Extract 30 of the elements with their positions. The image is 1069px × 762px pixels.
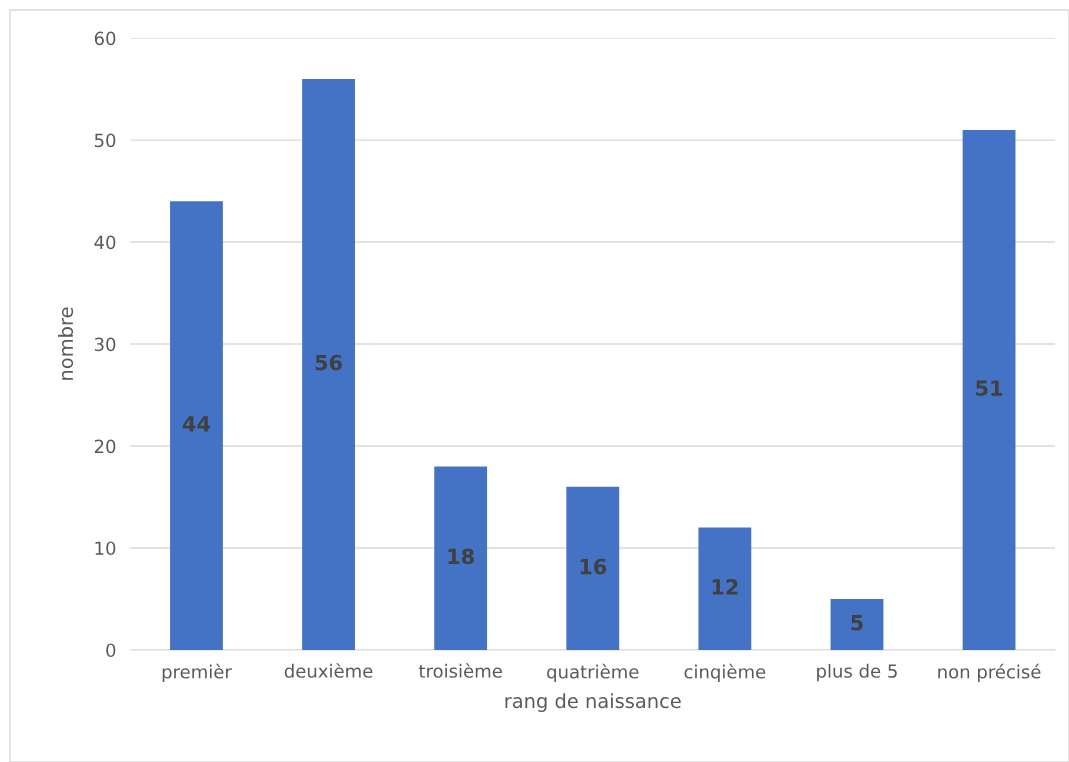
x-axis-title: rang de naissance xyxy=(505,693,681,712)
data-label: 44 xyxy=(182,416,211,432)
x-tick-label: deuxième xyxy=(284,663,373,678)
y-tick-label: 60 xyxy=(94,31,116,46)
y-tick-label: 0 xyxy=(106,643,116,658)
bar xyxy=(962,129,1016,650)
x-tick-label: non précisé xyxy=(938,663,1041,683)
bar xyxy=(698,527,752,650)
bar xyxy=(170,201,223,650)
y-tick-label: 50 xyxy=(94,133,116,148)
data-label: 56 xyxy=(315,354,342,371)
bar xyxy=(566,486,620,650)
y-axis-title: nombre xyxy=(58,307,74,380)
data-label: 18 xyxy=(448,548,474,565)
x-tick-label: quatrième xyxy=(547,663,639,683)
data-label: 51 xyxy=(976,380,1003,396)
x-tick-label: troisième xyxy=(418,663,502,678)
data-label: 5 xyxy=(851,615,863,631)
x-tick-label: plus de 5 xyxy=(817,663,897,682)
x-tick-label: cinqième xyxy=(684,663,766,683)
data-label: 12 xyxy=(712,579,738,595)
bar xyxy=(302,78,355,650)
bar xyxy=(434,466,488,650)
y-tick-label: 10 xyxy=(95,541,116,556)
bar xyxy=(830,599,884,650)
data-label: 16 xyxy=(580,558,607,575)
y-tick-label: 40 xyxy=(94,235,116,250)
y-tick-label: 30 xyxy=(94,337,116,352)
x-tick-label: premièr xyxy=(162,663,232,683)
y-tick-label: 20 xyxy=(94,439,116,454)
